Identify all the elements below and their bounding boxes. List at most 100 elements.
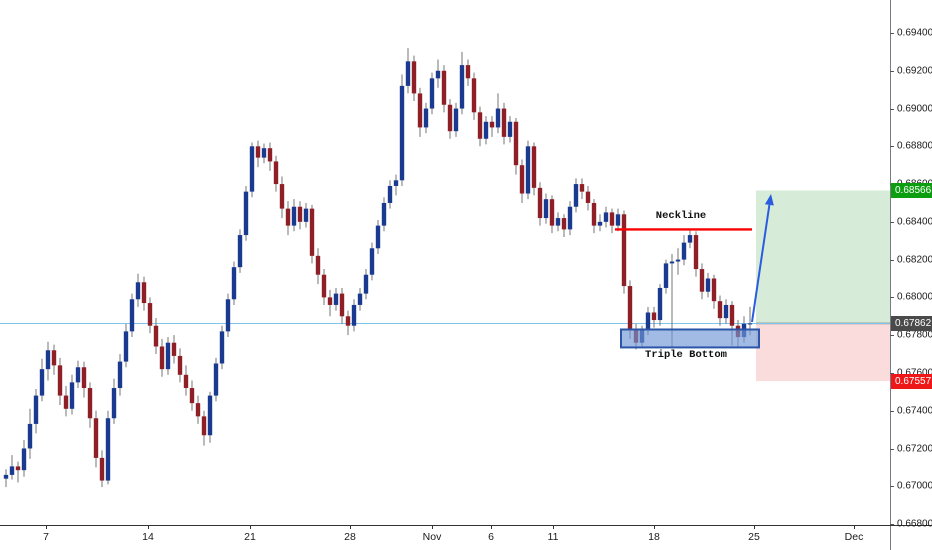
candle-down — [441, 70, 447, 105]
candle-down — [183, 374, 189, 389]
candle-up — [657, 287, 663, 321]
candle-down — [171, 342, 177, 356]
candle-up — [45, 350, 51, 370]
candle-down — [93, 418, 99, 458]
candle-up — [675, 259, 681, 262]
date-tick — [654, 525, 655, 529]
price-tick — [890, 486, 894, 488]
candle-up — [219, 331, 225, 364]
price-tick-label: 0.67200 — [897, 443, 932, 454]
candle-up — [669, 261, 675, 264]
candle-up — [237, 235, 243, 268]
candle-up — [375, 225, 381, 249]
candle-up — [687, 235, 693, 243]
date-tick-label: 14 — [142, 531, 154, 543]
candle-up — [747, 323, 753, 325]
time-axis-line — [0, 525, 932, 526]
candle-up — [117, 361, 123, 389]
candle-down — [297, 206, 303, 222]
candle-up — [165, 342, 171, 370]
candle-up — [453, 108, 459, 132]
candle-down — [609, 212, 615, 226]
candle-down — [693, 235, 699, 270]
candle-down — [339, 293, 345, 317]
candle-down — [579, 184, 585, 192]
candle-up — [135, 282, 141, 300]
candle-down — [177, 355, 183, 375]
price-tick — [890, 259, 894, 261]
date-tick — [854, 525, 855, 529]
candle-up — [393, 180, 399, 186]
stop-zone[interactable] — [756, 323, 890, 382]
candle-up — [507, 121, 513, 137]
candle-up — [333, 293, 339, 305]
price-tick — [890, 146, 894, 148]
candle-down — [585, 191, 591, 203]
candle-down — [327, 297, 333, 305]
price-tick — [890, 297, 894, 299]
candle-down — [153, 325, 159, 347]
candle-down — [711, 278, 717, 302]
candle-up — [705, 278, 711, 292]
candle-down — [627, 286, 633, 330]
price-tick-label: 0.68000 — [897, 291, 932, 303]
target-price-tag: 0.68566 — [891, 183, 932, 198]
date-tick-label: Nov — [422, 531, 442, 543]
price-tick — [890, 221, 894, 223]
candle-down — [147, 303, 153, 326]
candle-up — [567, 206, 573, 230]
triple-bottom-label[interactable]: Triple Bottom — [645, 349, 727, 361]
candle-down — [699, 269, 705, 292]
candle-up — [69, 382, 75, 409]
candle-up — [213, 363, 219, 396]
pattern-box[interactable] — [620, 328, 760, 349]
candle-up — [603, 212, 609, 222]
candle-up — [543, 199, 549, 219]
date-tick-label: 7 — [43, 531, 49, 543]
candle-down — [489, 121, 495, 128]
date-tick — [46, 525, 47, 529]
candle-down — [537, 187, 543, 219]
candle-up — [525, 146, 531, 194]
candle-up — [381, 202, 387, 226]
candle-up — [615, 214, 621, 226]
candle-up — [225, 299, 231, 332]
breakout-arrow[interactable] — [751, 204, 771, 323]
candle-up — [207, 395, 213, 436]
price-tick-label: 0.68200 — [897, 254, 932, 266]
candle-down — [141, 282, 147, 304]
price-tick — [890, 524, 894, 525]
candle-up — [105, 418, 111, 481]
price-tick — [890, 33, 894, 34]
date-tick — [432, 525, 433, 529]
date-tick-label: 18 — [648, 531, 660, 543]
date-tick — [148, 525, 149, 529]
candle-up — [435, 70, 441, 79]
candle-up — [423, 108, 429, 128]
candle-down — [255, 146, 261, 158]
triple-bottom-box-group[interactable] — [620, 328, 760, 349]
price-tick-label: 0.68400 — [897, 216, 932, 228]
projection-zones[interactable] — [756, 190, 890, 382]
candle-down — [99, 457, 105, 481]
candle-up — [303, 208, 309, 222]
candle-down — [51, 350, 57, 366]
candle-up — [483, 121, 489, 139]
breakout-arrow-group[interactable] — [751, 194, 774, 323]
candle-down — [447, 104, 453, 132]
candle-up — [369, 248, 375, 275]
candle-down — [513, 121, 519, 166]
candle-up — [405, 61, 411, 86]
candle-up — [429, 78, 435, 109]
candle-down — [477, 112, 483, 139]
candle-up — [9, 466, 15, 475]
candle-down — [345, 316, 351, 326]
target-zone[interactable] — [756, 190, 890, 324]
candle-down — [159, 346, 165, 370]
candle-down — [531, 146, 537, 188]
candle-down — [189, 388, 195, 404]
neckline-label[interactable]: Neckline — [655, 210, 707, 222]
candle-up — [573, 184, 579, 207]
candle-up — [129, 299, 135, 332]
